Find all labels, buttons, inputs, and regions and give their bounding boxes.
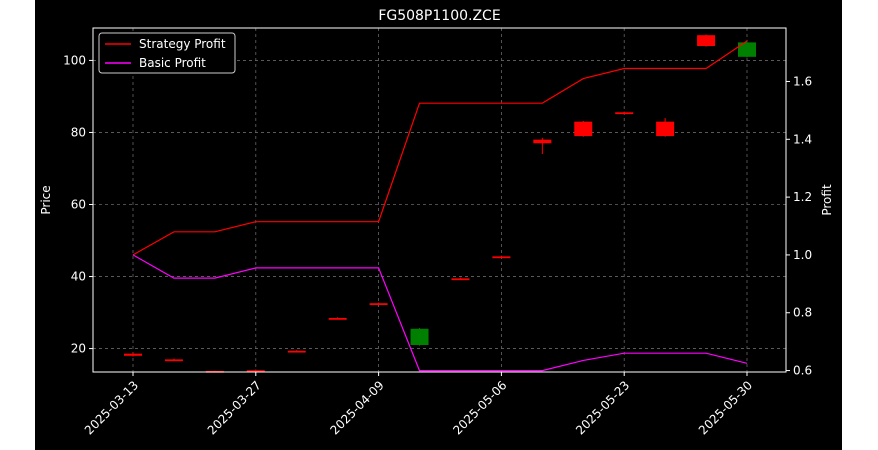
right-axis-label: Profit (820, 184, 834, 216)
right-tick-label-2: 1.0 (793, 248, 812, 262)
right-tick-label-5: 1.6 (793, 74, 812, 88)
legend-basic-label: Basic Profit (139, 56, 206, 70)
candle-body-7 (410, 328, 429, 345)
candle-body-15 (738, 42, 756, 57)
candle-body-0 (124, 353, 142, 356)
plot-frame (92, 27, 787, 373)
right-tick-label-0: 0.6 (793, 364, 812, 378)
right-tick-label-4: 1.4 (793, 132, 812, 146)
right-tick-label-1: 0.8 (793, 306, 812, 320)
x-tick-label-5: 2025-05-30 (696, 378, 755, 437)
candle-body-9 (492, 256, 511, 259)
candle-body-1 (164, 359, 183, 362)
candle-body-5 (328, 317, 347, 320)
chart-title: FG508P1100.ZCE (378, 8, 500, 24)
legend-box (98, 32, 236, 74)
right-tick-label-3: 1.2 (793, 190, 812, 204)
left-tick-label-4: 100 (63, 53, 86, 67)
left-tick-label-0: 20 (71, 342, 86, 356)
left-axis: 20 40 60 80 100 (63, 53, 93, 356)
candle-body-10 (533, 139, 552, 144)
chart-figure: 20 40 60 80 100 0.6 0.8 1.0 1.2 1.4 1.6 2025-03-1… (35, 0, 842, 450)
candle-body-8 (451, 278, 470, 281)
x-axis: 2025-03-13 2025-03-27 2025-04-09 2025-05-06… (82, 372, 755, 437)
grid (93, 28, 786, 372)
series-line-1 (132, 254, 748, 372)
legend: Strategy Profit Basic Profit (98, 32, 236, 74)
candles (124, 34, 756, 373)
series-line-0 (132, 40, 748, 256)
candle-body-6 (369, 303, 388, 305)
right-axis: 0.6 0.8 1.0 1.2 1.4 1.6 (786, 74, 812, 378)
chart-svg: 20 40 60 80 100 0.6 0.8 1.0 1.2 1.4 1.6 2025-03-1… (39, 8, 834, 437)
left-tick-label-2: 60 (71, 198, 86, 212)
x-tick-label-2: 2025-04-09 (328, 378, 387, 437)
x-tick-label-1: 2025-03-27 (205, 378, 264, 437)
x-tick-label-3: 2025-05-06 (450, 378, 509, 437)
candle-body-4 (287, 350, 306, 353)
left-tick-label-1: 40 (71, 270, 86, 284)
candle-body-12 (615, 112, 634, 115)
legend-strategy-label: Strategy Profit (139, 37, 226, 51)
profit-lines (132, 40, 748, 372)
candle-body-3 (246, 370, 265, 372)
x-tick-label-0: 2025-03-13 (82, 378, 141, 437)
left-tick-label-3: 80 (71, 125, 86, 139)
left-axis-label: Price (39, 185, 53, 214)
x-tick-label-4: 2025-05-23 (573, 378, 632, 437)
candle-body-14 (697, 35, 716, 47)
candle-body-13 (656, 121, 675, 137)
candle-body-11 (574, 121, 593, 137)
